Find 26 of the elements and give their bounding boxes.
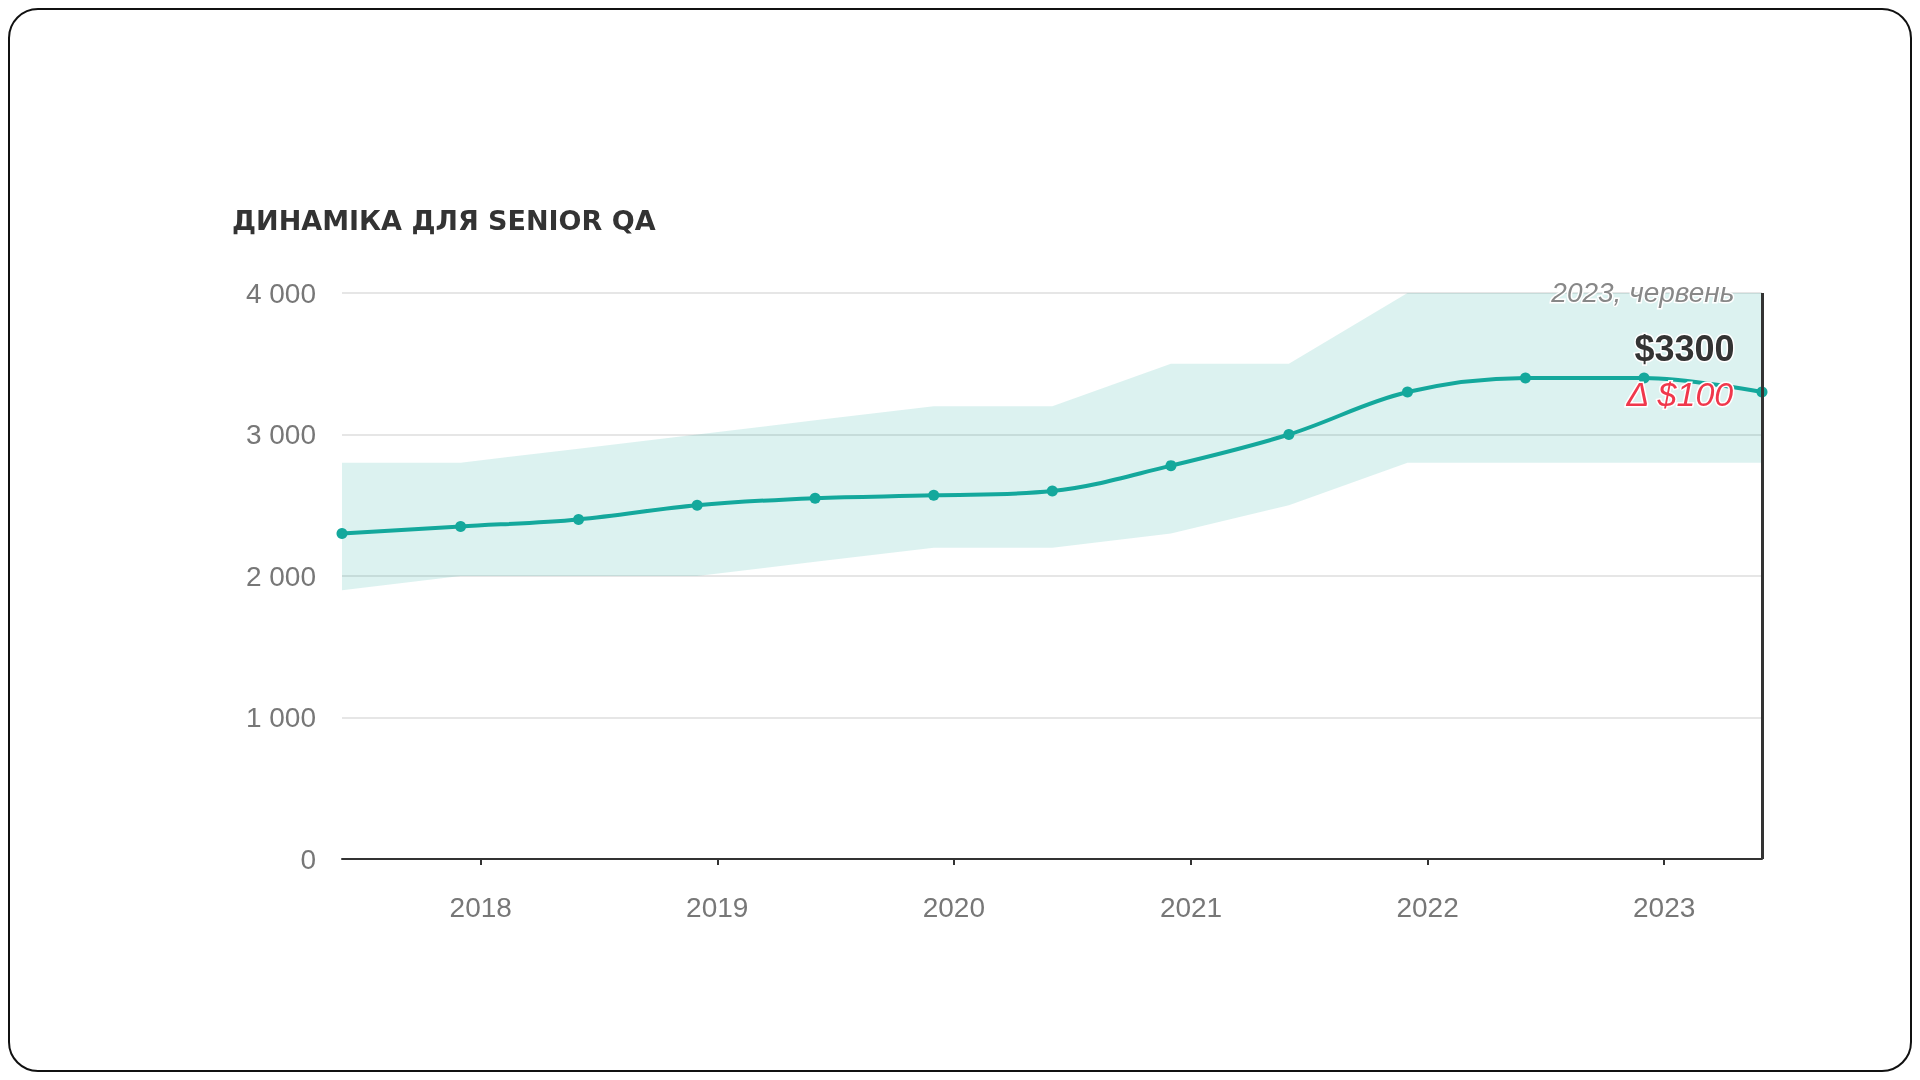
point	[691, 499, 703, 511]
x-tick-label: 2023	[1632, 891, 1696, 923]
annotation: $3300	[1634, 328, 1735, 369]
chart-title: ДИНАМІКА ДЛЯ SENIOR QA	[232, 205, 656, 236]
y-tick-label: 0	[300, 843, 316, 875]
y-tick-label: 3 000	[245, 419, 316, 450]
point	[928, 489, 940, 501]
point	[1402, 386, 1413, 398]
y-tick-label: 4 000	[245, 277, 316, 309]
y-tick-label: 1 000	[245, 702, 316, 733]
point	[809, 492, 821, 504]
point	[1519, 372, 1531, 384]
point	[573, 513, 585, 525]
x-tick-label: 2020	[922, 891, 985, 923]
point	[1165, 460, 1177, 472]
point	[1283, 429, 1295, 440]
x-tick-label: 2021	[1159, 891, 1223, 923]
annotation: Δ $100	[1625, 374, 1734, 413]
x-tick-label: 2019	[686, 891, 749, 923]
annotation: 2023, червень	[1550, 277, 1735, 308]
x-tick-label: 2018	[449, 891, 512, 923]
point	[1046, 485, 1058, 497]
x-tick-label: 2022	[1396, 891, 1459, 923]
point	[336, 528, 348, 540]
y-tick-label: 2 000	[245, 560, 316, 592]
point	[455, 520, 467, 532]
